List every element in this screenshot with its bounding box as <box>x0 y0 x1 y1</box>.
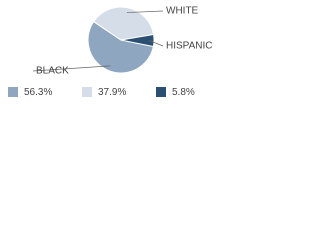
chart: BLACK WHITE HISPANIC 56.3% 37.9% 5.8% <box>8 6 213 98</box>
slice-label: HISPANIC <box>166 41 213 52</box>
slice-label: WHITE <box>166 6 199 17</box>
pie-slice <box>87 20 154 74</box>
legend-label: 5.8% <box>172 87 195 98</box>
legend-swatch <box>156 87 166 97</box>
leader-line <box>148 40 164 47</box>
leader-line <box>32 65 111 72</box>
legend-label: 37.9% <box>98 87 126 98</box>
leader-line <box>126 10 164 13</box>
legend-swatch <box>82 87 92 97</box>
pie-slice <box>92 6 155 41</box>
slice-label: BLACK <box>36 66 69 77</box>
legend-swatch <box>8 87 18 97</box>
legend-label: 56.3% <box>24 87 52 98</box>
pie-slice <box>120 33 155 48</box>
